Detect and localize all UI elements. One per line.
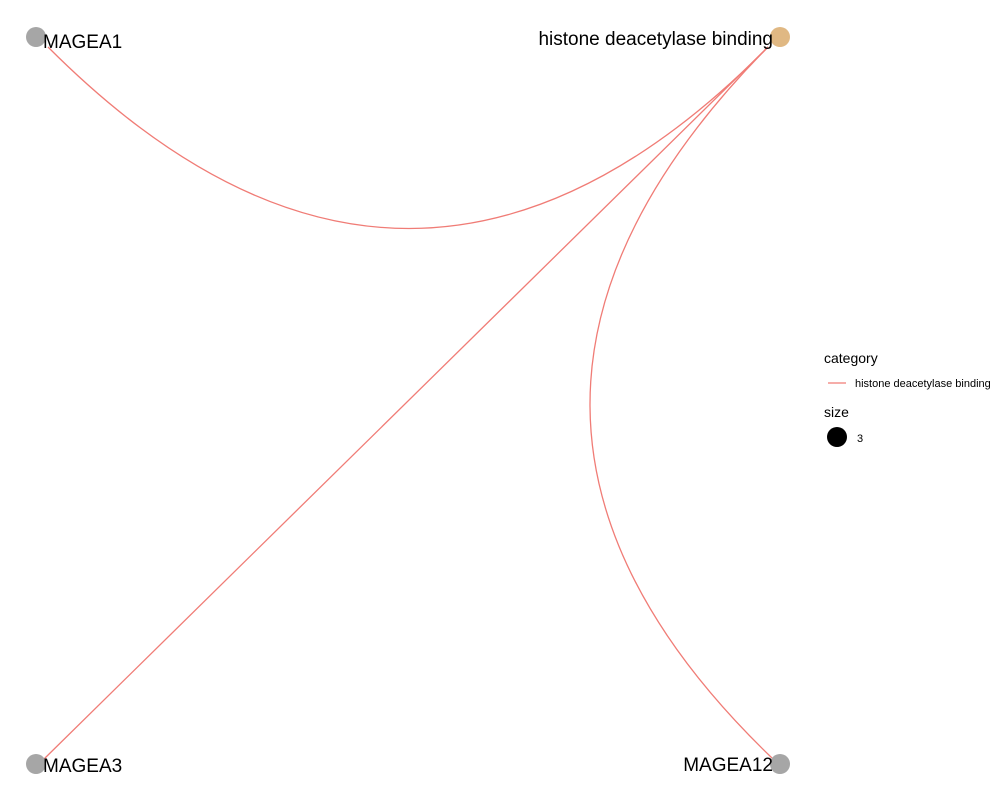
legend-size-dot xyxy=(827,427,847,447)
legend: category histone deacetylase binding siz… xyxy=(824,350,991,447)
label-magea3: MAGEA3 xyxy=(43,756,122,777)
legend-category-entry: histone deacetylase binding xyxy=(855,378,991,390)
label-magea12: MAGEA12 xyxy=(683,755,773,776)
edge-hdb-magea1 xyxy=(47,46,769,229)
legend-size-title: size xyxy=(824,404,849,420)
node-magea3[interactable] xyxy=(26,754,46,774)
label-histone-deacetylase-binding: histone deacetylase binding xyxy=(538,29,773,50)
edge-hdb-magea3 xyxy=(43,46,769,760)
node-histone-deacetylase-binding[interactable] xyxy=(770,27,790,47)
node-magea12[interactable] xyxy=(770,754,790,774)
edge-hdb-magea12 xyxy=(589,46,773,759)
label-magea1: MAGEA1 xyxy=(43,32,122,53)
node-labels: MAGEA1 histone deacetylase binding MAGEA… xyxy=(43,29,773,777)
edges xyxy=(43,46,773,760)
legend-category-title: category xyxy=(824,350,878,366)
legend-size-entry: 3 xyxy=(857,433,863,445)
nodes xyxy=(26,27,790,774)
node-magea1[interactable] xyxy=(26,27,46,47)
